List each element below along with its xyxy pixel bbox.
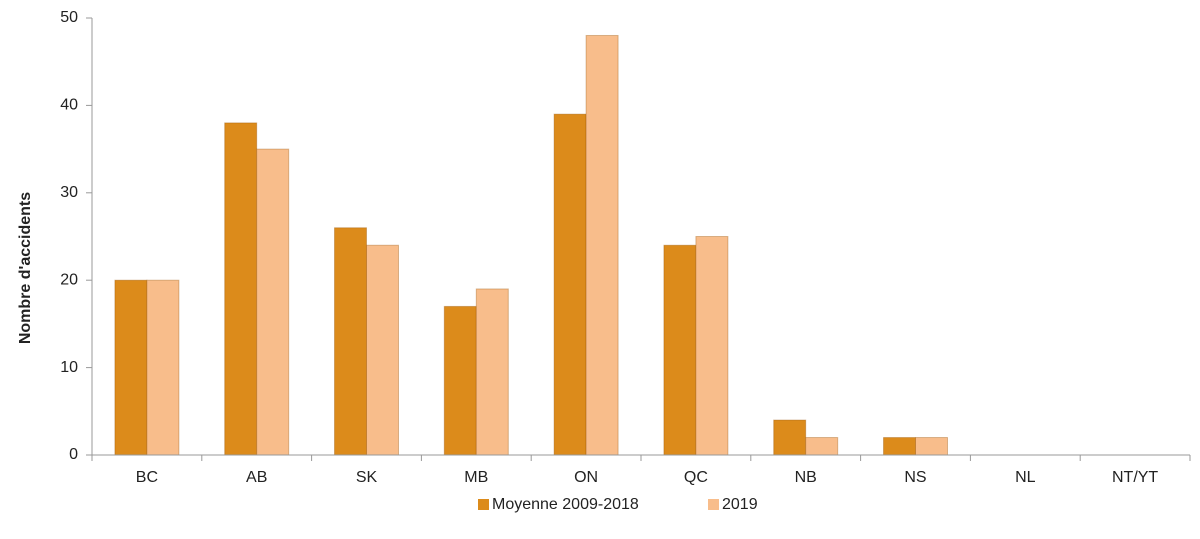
bar: [585, 34, 619, 456]
y-tick-label: 40: [60, 97, 78, 114]
bar: [695, 236, 729, 456]
x-tick-label: NS: [904, 469, 926, 486]
bar: [663, 244, 697, 456]
legend-swatch: [478, 499, 489, 510]
x-tick-label: QC: [684, 469, 708, 486]
bar: [883, 437, 916, 456]
x-tick-label: NB: [795, 469, 817, 486]
bar: [256, 148, 290, 456]
y-axis-label: Nombre d'accidents: [17, 192, 34, 344]
x-tick-label: NT/YT: [1112, 469, 1158, 486]
bar: [114, 279, 148, 456]
bar: [915, 437, 948, 456]
x-tick-label: SK: [356, 469, 378, 486]
bar: [553, 113, 587, 456]
legend-label: Moyenne 2009-2018: [492, 496, 639, 513]
x-tick-label: MB: [464, 469, 488, 486]
x-tick-label: ON: [574, 469, 598, 486]
legend-label: 2019: [722, 496, 758, 513]
bar: [224, 122, 258, 456]
y-tick-label: 0: [69, 446, 78, 463]
x-tick-label: AB: [246, 469, 267, 486]
y-tick-label: 50: [60, 9, 78, 26]
bar: [475, 288, 509, 456]
bar: [443, 305, 477, 456]
bar: [146, 279, 180, 456]
y-tick-label: 30: [60, 184, 78, 201]
y-tick-label: 10: [60, 359, 78, 376]
x-tick-label: BC: [136, 469, 158, 486]
bar: [334, 227, 367, 456]
bar: [773, 419, 807, 456]
y-tick-label: 20: [60, 271, 78, 288]
bar: [805, 437, 839, 456]
bar: [366, 244, 399, 456]
x-tick-label: NL: [1015, 469, 1036, 486]
legend-swatch: [708, 499, 719, 510]
